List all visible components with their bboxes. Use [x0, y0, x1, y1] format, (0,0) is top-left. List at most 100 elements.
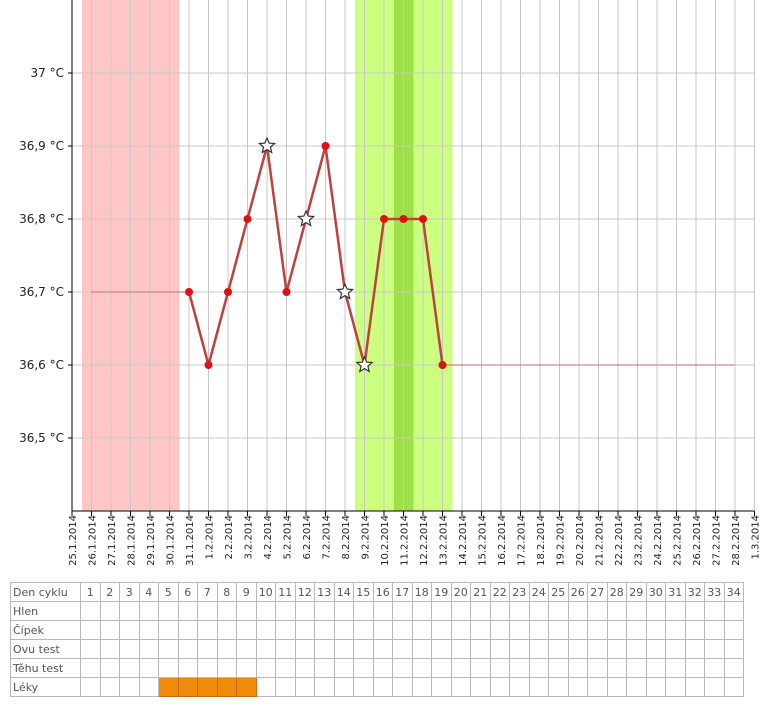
- cycle-day-cell: 10: [255, 582, 276, 602]
- table-cell: [138, 601, 159, 621]
- table-cell: [197, 658, 218, 678]
- table-cell: [353, 658, 374, 678]
- table-cell: [255, 658, 276, 678]
- x-tick-label: 11.2.2014: [400, 515, 411, 566]
- table-cell: [99, 658, 120, 678]
- cycle-day-cell: 21: [470, 582, 491, 602]
- x-tick-label: 5.2.2014: [283, 515, 294, 560]
- data-point: [321, 142, 330, 150]
- x-tick-label: 15.2.2014: [478, 515, 489, 566]
- cycle-day-cell: 23: [509, 582, 530, 602]
- row-label: Den cyklu: [10, 582, 81, 602]
- x-tick-label: 30.1.2014: [166, 515, 177, 566]
- table-cell: [255, 620, 276, 640]
- table-cell: [587, 658, 608, 678]
- table-cell: [723, 677, 744, 697]
- table-cell: [450, 620, 471, 640]
- table-cell: [509, 639, 530, 659]
- table-cell: [450, 601, 471, 621]
- table-cell: [333, 601, 354, 621]
- x-tick-label: 12.2.2014: [419, 515, 430, 566]
- data-point: [399, 215, 408, 223]
- table-cell: [411, 658, 432, 678]
- table-cell: [684, 620, 705, 640]
- table-cell: [489, 601, 510, 621]
- cycle-day-cell: 7: [197, 582, 218, 602]
- cycle-day-cell: 4: [138, 582, 159, 602]
- table-cell: [80, 620, 101, 640]
- cycle-day-cell: 18: [411, 582, 432, 602]
- x-tick-label: 7.2.2014: [322, 515, 333, 560]
- table-cell: [723, 601, 744, 621]
- data-point: [185, 288, 193, 296]
- x-tick-label: 25.2.2014: [673, 515, 684, 566]
- x-tick-label: 28.1.2014: [127, 515, 138, 566]
- cycle-day-cell: 1: [80, 582, 101, 602]
- table-cell: [567, 639, 588, 659]
- table-cell: [606, 677, 627, 697]
- table-cell: [645, 601, 666, 621]
- data-point: [204, 361, 213, 369]
- table-cell: [470, 620, 491, 640]
- table-cell: [431, 639, 452, 659]
- table-cell: [587, 639, 608, 659]
- cycle-day-cell: 29: [626, 582, 647, 602]
- table-cell: [333, 658, 354, 678]
- data-point-star: [355, 355, 374, 373]
- data-point: [243, 215, 252, 223]
- table-cell: [158, 620, 179, 640]
- table-cell: [372, 639, 393, 659]
- table-cell: [567, 658, 588, 678]
- table-cell: [431, 620, 452, 640]
- cycle-day-cell: 30: [645, 582, 666, 602]
- table-cell: [177, 639, 198, 659]
- x-tick-label: 31.1.2014: [185, 515, 196, 566]
- table-cell: [470, 639, 491, 659]
- table-cell: [80, 639, 101, 659]
- table-cell: [275, 677, 296, 697]
- data-point: [438, 361, 447, 369]
- medication-marker: [177, 677, 198, 697]
- table-cell: [665, 601, 686, 621]
- table-cell: [626, 601, 647, 621]
- x-tick-label: 24.2.2014: [653, 515, 664, 566]
- table-cell: [353, 601, 374, 621]
- table-cell: [99, 677, 120, 697]
- table-cell: [294, 677, 315, 697]
- table-cell: [294, 601, 315, 621]
- cycle-day-cell: 11: [275, 582, 296, 602]
- medication-marker: [236, 677, 257, 697]
- table-cell: [333, 677, 354, 697]
- table-cell: [158, 639, 179, 659]
- table-cell: [353, 639, 374, 659]
- cycle-day-cell: 16: [372, 582, 393, 602]
- table-cell: [665, 677, 686, 697]
- table-row: Hlen: [10, 601, 744, 621]
- cycle-day-cell: 26: [567, 582, 588, 602]
- cycle-table: Den cyklu 1 2 3 4 5 6 7 8 9 10 11 12 13 14 15 16 17 18 19 20…: [10, 582, 744, 697]
- table-cell: [216, 620, 237, 640]
- data-point: [380, 215, 388, 223]
- x-tick-label: 10.2.2014: [380, 515, 391, 566]
- x-tick-label: 19.2.2014: [556, 515, 567, 566]
- table-cell: [450, 677, 471, 697]
- y-tick-label: 36,6 °C: [19, 358, 64, 372]
- x-tick-label: 2.2.2014: [224, 515, 235, 560]
- table-cell: [489, 677, 510, 697]
- table-cell: [606, 601, 627, 621]
- table-cell: [275, 639, 296, 659]
- table-cell: [587, 620, 608, 640]
- table-cell: [119, 620, 140, 640]
- table-cell: [197, 639, 218, 659]
- table-cell: [645, 639, 666, 659]
- y-tick-label: 37 °C: [31, 66, 64, 80]
- table-cell: [392, 620, 413, 640]
- temperature-chart: 36,5 °C 36,6 °C 36,7 °C 36,8 °C 36,9 °C 37 °C…: [19, 0, 760, 566]
- table-cell: [528, 658, 549, 678]
- data-point: [419, 215, 427, 223]
- cycle-day-cell: 25: [548, 582, 569, 602]
- table-cell: [528, 639, 549, 659]
- cycle-day-cell: 2: [99, 582, 120, 602]
- table-cell: [704, 601, 725, 621]
- table-cell: [314, 639, 335, 659]
